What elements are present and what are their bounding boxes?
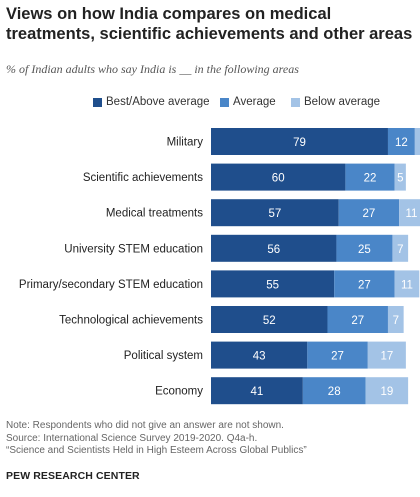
- category-label: Economy: [155, 386, 203, 398]
- data-label-below: 5: [397, 173, 403, 185]
- bar-segment-below: [399, 199, 420, 227]
- note-text: Note: Respondents who did not give an an…: [6, 420, 284, 431]
- legend-item-below: Below average: [291, 96, 380, 108]
- category-label: Medical treatments: [106, 208, 203, 220]
- bar-segment-best: [211, 163, 346, 191]
- organization-name: PEW RESEARCH CENTER: [6, 470, 140, 482]
- bar-row: Scientific achievements 60 22 5: [83, 163, 406, 191]
- data-label-below: 11: [401, 279, 413, 291]
- data-label-below: 7: [397, 244, 403, 256]
- data-label-best: 55: [266, 279, 279, 291]
- bar-segment-best: [211, 199, 339, 227]
- legend-swatch-average: [220, 97, 229, 107]
- bar-segment-average: [307, 341, 368, 369]
- legend: Best/Above average Average Below average: [0, 96, 420, 112]
- legend-label-below: Below average: [304, 96, 381, 108]
- data-label-average: 27: [363, 208, 376, 220]
- report-title: “Science and Scientists Held in High Est…: [6, 445, 307, 456]
- bar-segment-average: [334, 270, 395, 298]
- data-label-average: 27: [331, 351, 344, 363]
- chart-subtitle: % of Indian adults who say India is __ i…: [6, 62, 299, 76]
- data-label-average: 12: [395, 137, 408, 149]
- category-label: Political system: [124, 350, 203, 362]
- data-label-best: 41: [251, 386, 264, 398]
- category-label: Primary/secondary STEM education: [19, 279, 203, 291]
- bar-segment-average: [387, 128, 415, 155]
- bar-row: Primary/secondary STEM education 55 27 11: [19, 270, 420, 298]
- legend-swatch-best: [93, 97, 102, 107]
- bar-segment-below: [387, 306, 404, 333]
- data-label-best: 60: [272, 173, 285, 185]
- stacked-bar-chart: Military79123Scientific achievements6022…: [19, 128, 420, 405]
- data-label-average: 25: [358, 244, 371, 256]
- bar-segment-below: [414, 128, 420, 155]
- bar-segment-average: [302, 377, 366, 405]
- legend-label-average: Average: [233, 96, 276, 108]
- bar-segment-below: [394, 163, 406, 191]
- bar-segment-average: [338, 199, 400, 227]
- data-label-best: 79: [293, 137, 306, 149]
- category-label: Military: [167, 137, 204, 149]
- bar-segment-below: [392, 234, 409, 262]
- data-label-below: 17: [380, 351, 393, 363]
- data-label-below: 19: [380, 386, 393, 398]
- chart-title: Views on how India compares on medical t…: [6, 5, 413, 43]
- bar-segment-best: [211, 377, 303, 405]
- legend-swatch-below: [291, 97, 300, 107]
- bar-segment-best: [211, 234, 337, 262]
- data-label-average: 22: [364, 173, 377, 185]
- bar-segment-below: [365, 377, 409, 405]
- bar-segment-below: [367, 341, 406, 369]
- category-label: University STEM education: [64, 243, 203, 255]
- bar-segment-below: [394, 270, 420, 298]
- bar-segment-average: [336, 234, 393, 262]
- data-label-below: 7: [393, 315, 399, 327]
- bar-segment-best: [211, 128, 388, 155]
- data-label-best: 57: [268, 208, 281, 220]
- category-label: Scientific achievements: [83, 172, 203, 184]
- data-label-average: 28: [328, 386, 341, 398]
- legend-label-best: Best/Above average: [106, 96, 210, 108]
- legend-item-average: Average: [220, 96, 276, 108]
- chart-notes: Note: Respondents who did not give an an…: [6, 420, 416, 458]
- data-label-best: 43: [253, 351, 266, 363]
- data-label-average: 27: [358, 279, 371, 291]
- legend-item-best: Best/Above average: [93, 96, 210, 108]
- bar-segment-best: [211, 270, 335, 298]
- bar-row: Political system 43 27 17: [124, 341, 406, 369]
- data-label-best: 56: [267, 244, 280, 256]
- bar-segment-average: [327, 306, 388, 333]
- source-text: Source: International Science Survey 201…: [6, 432, 258, 444]
- bar-row: Economy 41 28 19: [155, 377, 409, 405]
- data-label-best: 52: [263, 315, 276, 327]
- bar-row: University STEM education 56 25 7: [64, 234, 409, 262]
- category-label: Technological achievements: [59, 315, 203, 327]
- bar-segment-average: [345, 163, 395, 191]
- bar-row: Medical treatments 57 27 11: [106, 199, 420, 227]
- data-label-average: 27: [351, 315, 364, 327]
- bar-segment-best: [211, 306, 328, 333]
- bar-row: Technological achievements 52 27 7: [59, 306, 404, 333]
- bar-segment-best: [211, 341, 308, 369]
- data-label-below: 11: [406, 208, 418, 220]
- bar-row: Military79123: [167, 128, 420, 155]
